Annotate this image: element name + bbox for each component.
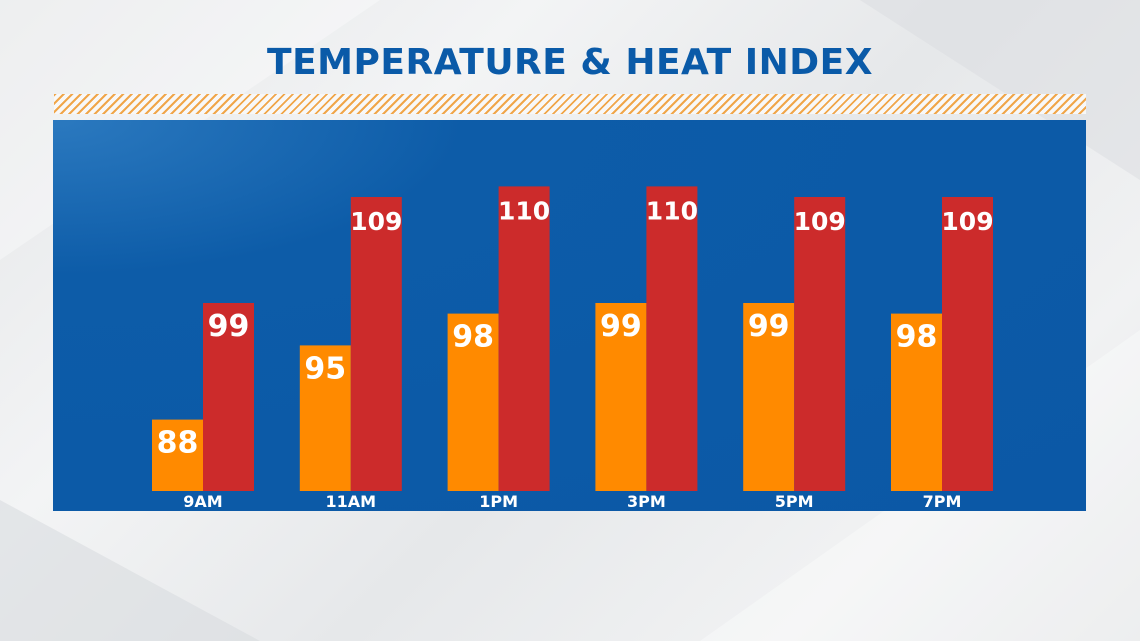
bar-value-label: 98 — [896, 320, 938, 355]
bar-red-5pm — [794, 197, 846, 491]
x-tick-label: 9AM — [183, 492, 222, 511]
bar-value-label: 110 — [646, 196, 698, 225]
bar-value-label: 88 — [157, 426, 199, 461]
bar-value-label: 99 — [208, 309, 250, 344]
x-tick-label: 1PM — [479, 492, 518, 511]
x-tick-label: 7PM — [923, 492, 962, 511]
chart-title: TEMPERATURE & HEAT INDEX — [267, 42, 873, 83]
bar-red-7pm — [942, 197, 993, 491]
bar-orange-11am — [299, 345, 351, 491]
x-tick-label: 5PM — [775, 492, 814, 511]
bar-orange-9am — [152, 419, 203, 491]
bar-orange-5pm — [743, 303, 795, 491]
bar-value-label: 110 — [498, 196, 550, 225]
bar-value-label: 95 — [304, 351, 346, 386]
bar-value-label: 98 — [452, 320, 494, 355]
bar-orange-3pm — [595, 303, 647, 491]
x-tick-label: 3PM — [627, 492, 666, 511]
bar-value-label: 109 — [350, 207, 402, 236]
bar-orange-7pm — [891, 313, 942, 491]
bar-red-11am — [350, 197, 402, 491]
bar-value-label: 99 — [600, 309, 642, 344]
bar-red-1pm — [498, 186, 550, 491]
decorative-stripe — [54, 94, 1086, 114]
bar-red-9am — [203, 303, 254, 491]
x-tick-label: 11AM — [326, 492, 377, 511]
bar-value-label: 99 — [748, 309, 790, 344]
bar-value-label: 109 — [794, 207, 846, 236]
bar-value-label: 109 — [941, 207, 993, 236]
bar-red-3pm — [646, 186, 698, 491]
bar-orange-1pm — [447, 313, 499, 491]
